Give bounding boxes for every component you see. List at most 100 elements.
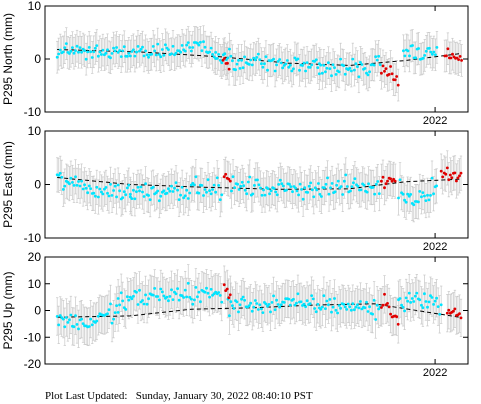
data-point <box>78 184 82 188</box>
data-point <box>92 191 96 195</box>
data-point <box>343 305 347 309</box>
data-point <box>237 310 240 314</box>
data-point <box>421 56 425 60</box>
data-point <box>400 303 403 307</box>
data-point <box>81 187 85 191</box>
data-point <box>145 302 149 306</box>
data-point <box>75 44 79 48</box>
data-point-recent <box>452 309 455 313</box>
data-point <box>80 50 83 54</box>
data-point <box>371 312 374 316</box>
data-point <box>398 297 402 300</box>
data-point <box>95 319 99 323</box>
data-point <box>121 196 125 200</box>
data-point <box>98 50 102 54</box>
data-point <box>398 178 402 182</box>
data-point <box>237 188 241 191</box>
data-point <box>367 182 370 186</box>
data-point <box>375 303 379 307</box>
data-point <box>324 182 328 186</box>
data-point <box>278 58 282 61</box>
data-point <box>236 182 240 186</box>
data-point <box>310 188 314 192</box>
data-point <box>177 198 181 202</box>
data-point-recent <box>381 64 385 68</box>
data-points-north <box>55 40 463 87</box>
data-point <box>312 195 316 199</box>
data-point <box>127 183 131 187</box>
y-tick-label: 10 <box>28 277 42 291</box>
error-bars-east <box>55 150 463 223</box>
data-point <box>292 67 295 71</box>
data-point <box>435 46 439 49</box>
data-point <box>272 57 275 61</box>
data-point <box>275 193 279 197</box>
data-point <box>237 59 240 62</box>
data-point <box>96 54 100 58</box>
data-point-recent <box>381 175 385 179</box>
data-point <box>357 75 361 79</box>
data-point <box>209 192 213 196</box>
data-point <box>304 305 307 308</box>
data-point-recent <box>222 283 226 287</box>
data-point <box>106 191 109 195</box>
data-point <box>162 294 166 298</box>
data-point <box>138 189 141 193</box>
data-point <box>61 188 65 191</box>
data-point <box>275 298 278 302</box>
y-axis-label-north: P295 North (mm) <box>1 13 15 105</box>
data-point <box>192 298 196 302</box>
data-point <box>104 186 108 189</box>
data-point <box>156 189 160 193</box>
data-point <box>217 53 221 56</box>
data-point <box>194 286 198 289</box>
data-point <box>314 310 318 314</box>
data-point-recent <box>387 305 391 309</box>
data-point <box>218 58 222 62</box>
data-point <box>119 291 123 295</box>
data-point <box>63 46 67 50</box>
data-point-recent <box>228 179 232 183</box>
data-point <box>215 57 219 60</box>
data-point <box>269 310 272 314</box>
data-point <box>311 297 315 301</box>
data-point <box>89 317 93 321</box>
data-point <box>160 290 164 294</box>
data-point <box>159 55 163 59</box>
data-point <box>191 302 195 306</box>
data-point <box>209 46 213 50</box>
data-point <box>434 53 437 57</box>
data-point <box>354 305 358 309</box>
data-point <box>107 308 111 312</box>
data-point <box>72 325 76 329</box>
data-point <box>258 58 262 61</box>
data-point <box>303 186 307 190</box>
data-point <box>330 74 333 78</box>
data-point <box>90 56 94 59</box>
data-point <box>218 294 222 297</box>
data-point <box>234 68 237 72</box>
data-point <box>339 57 342 61</box>
data-point-recent <box>458 312 461 315</box>
data-point <box>261 65 265 69</box>
data-point <box>177 298 181 302</box>
data-point <box>354 62 358 66</box>
data-point <box>132 294 135 298</box>
data-point-recent <box>446 47 450 51</box>
data-point <box>349 308 353 312</box>
data-point <box>295 189 299 193</box>
data-point <box>316 66 320 69</box>
data-point <box>208 189 212 193</box>
data-point <box>432 303 435 306</box>
data-point <box>261 311 265 314</box>
data-point <box>87 325 91 328</box>
data-point <box>133 54 137 58</box>
data-point <box>274 190 278 194</box>
data-point <box>116 51 120 54</box>
data-point <box>145 53 149 57</box>
data-point <box>118 49 122 52</box>
data-point <box>156 42 160 46</box>
data-point <box>77 50 80 54</box>
data-point <box>403 198 406 202</box>
data-point <box>106 312 109 316</box>
